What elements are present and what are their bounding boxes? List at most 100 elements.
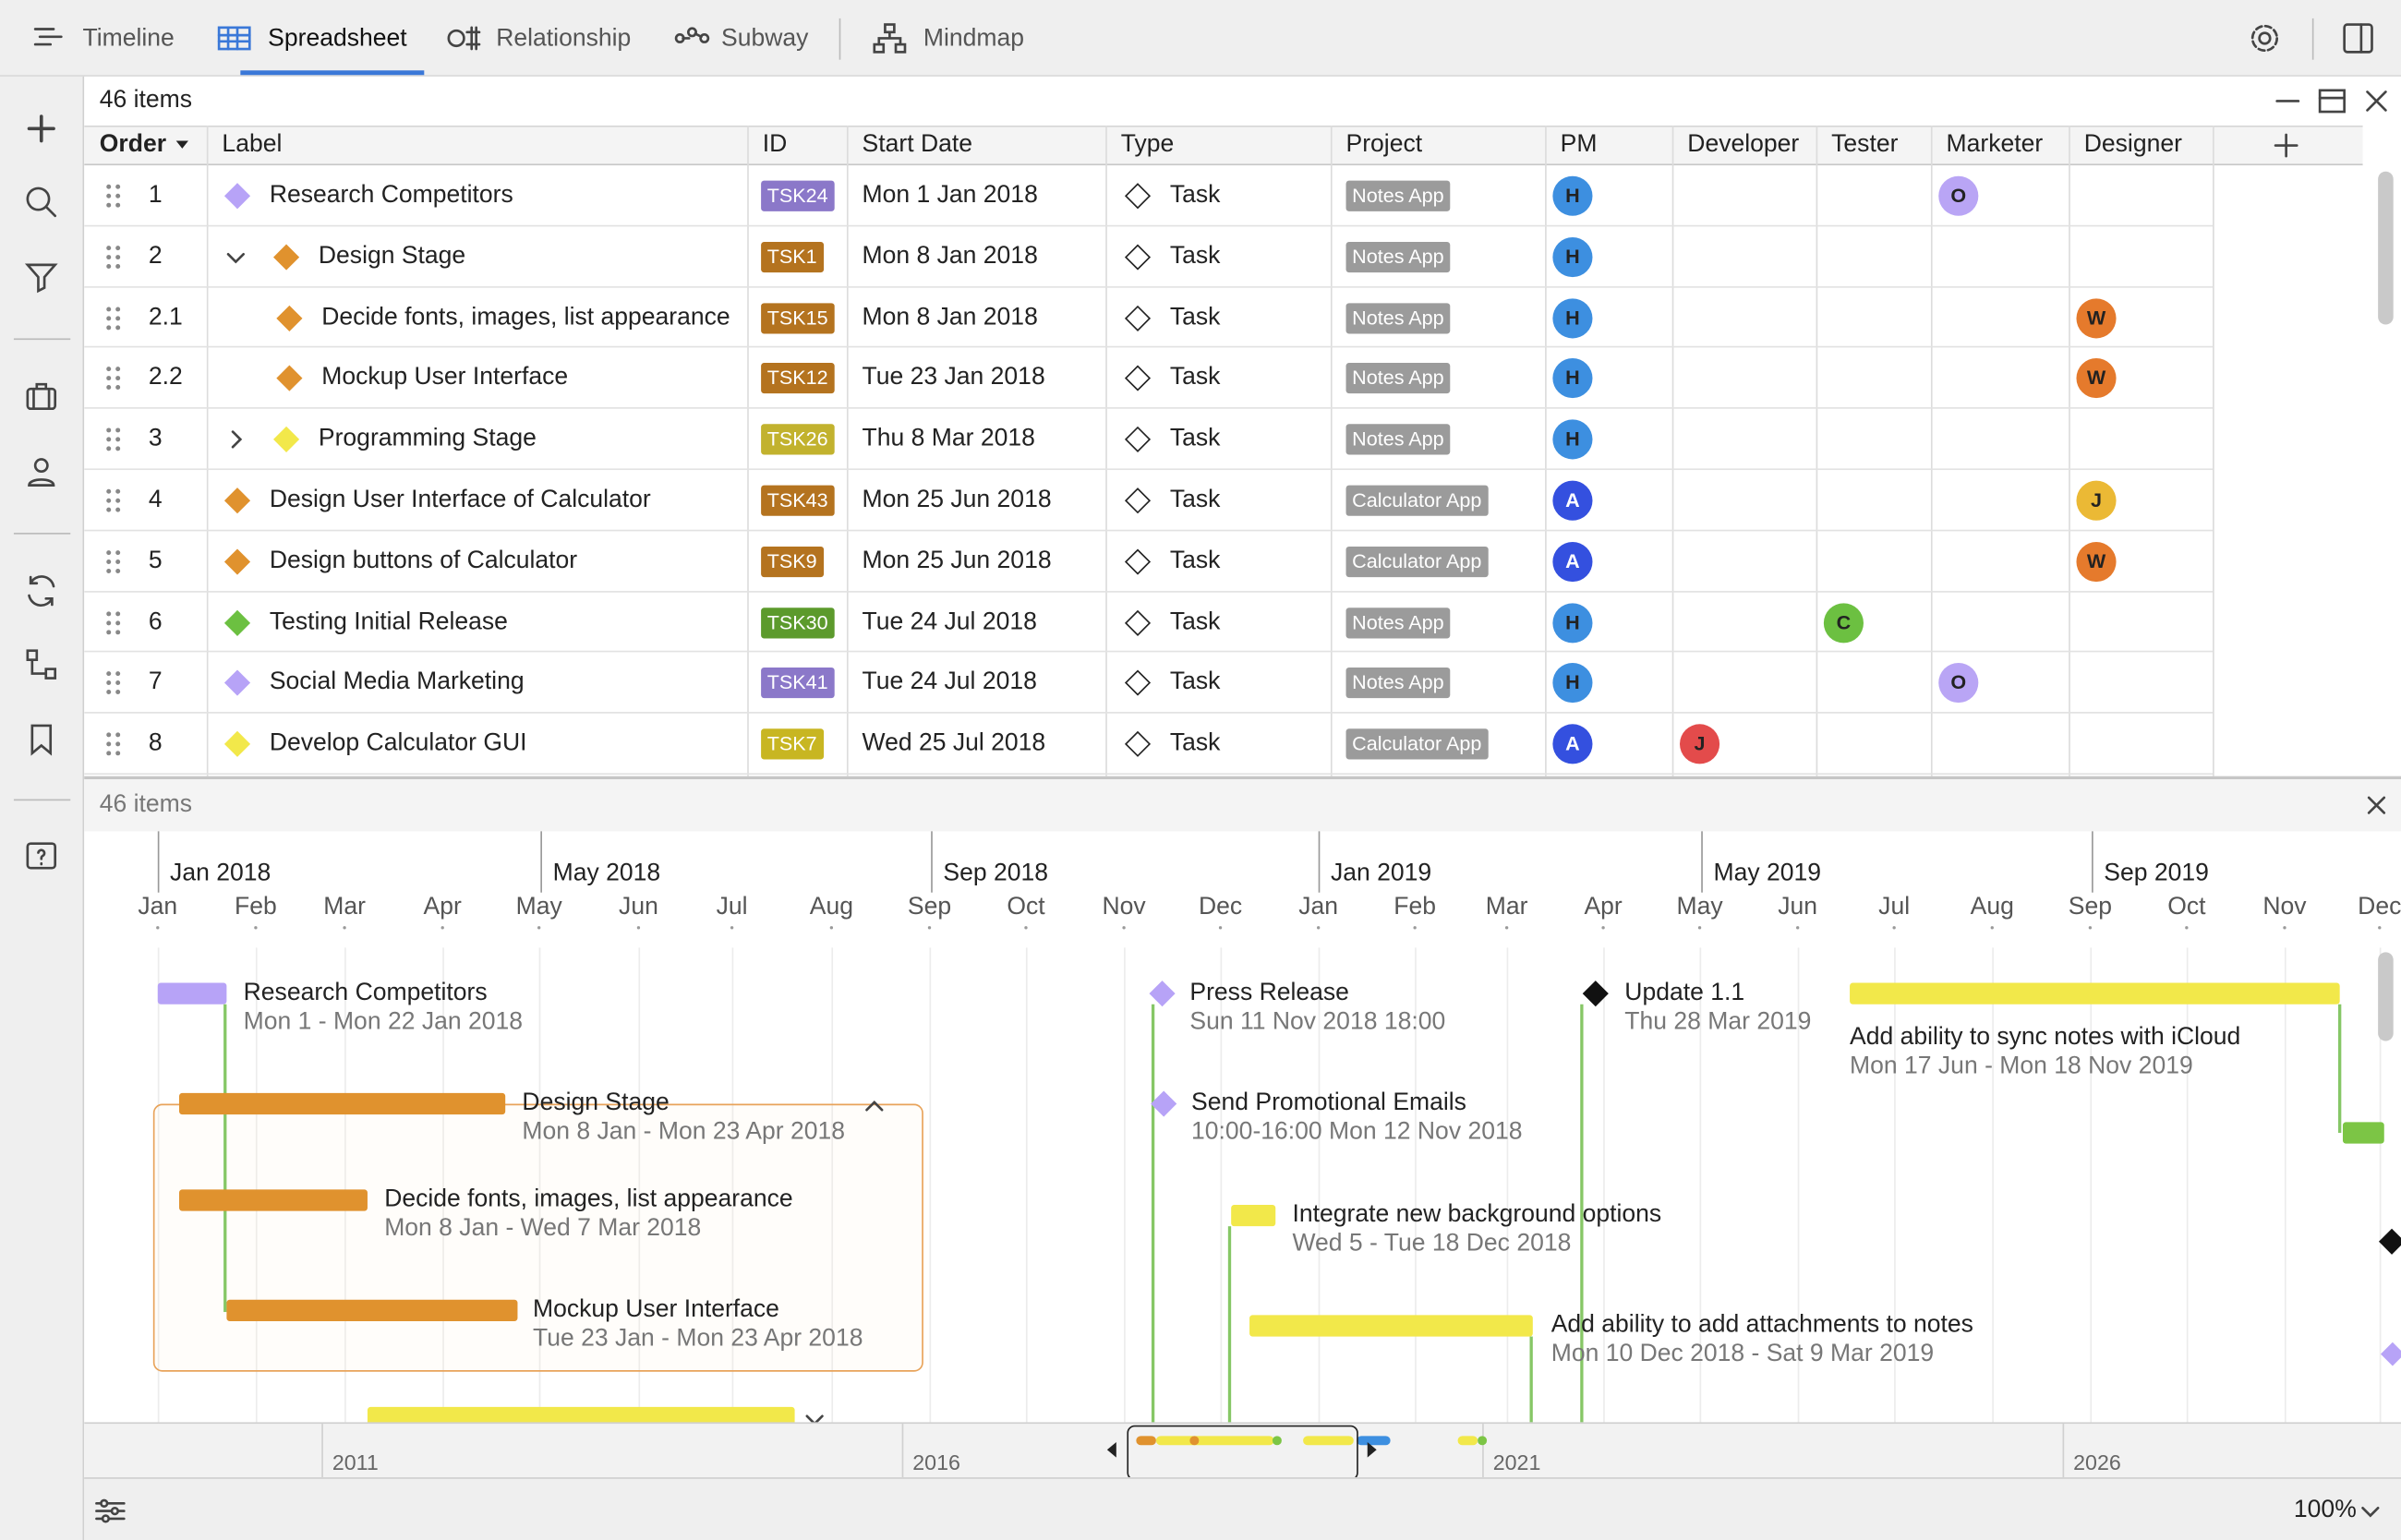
drag-handle [95,238,132,275]
task-bar[interactable] [1850,982,2340,1005]
sidebar-button[interactable] [23,721,60,758]
close-button[interactable] [2359,83,2395,120]
task-bar[interactable] [179,1189,368,1211]
grid-row[interactable] [84,592,2214,654]
sidebar-button[interactable] [23,572,60,609]
month-label: Sep [907,894,952,920]
milestone[interactable] [1151,1090,1177,1117]
grid-row[interactable] [84,470,2214,532]
grid-row[interactable] [84,348,2214,410]
zoom-menu[interactable] [2352,1493,2389,1530]
overview-bar [1303,1436,1354,1446]
avatar[interactable]: O [1938,663,1979,704]
task-bar[interactable] [157,982,227,1005]
avatar[interactable]: H [1552,358,1593,399]
grid-row[interactable] [84,165,2214,227]
avatar[interactable]: H [1552,602,1593,643]
add-column-button[interactable] [2268,127,2305,164]
month-tick [1697,926,1702,930]
tab[interactable]: Subway [720,26,809,53]
tab-icon[interactable] [871,20,908,57]
column-header-label[interactable]: Project [1345,131,1423,158]
column-header-label[interactable]: Order [99,131,167,158]
month-label: Oct [2167,894,2206,920]
zoom-level[interactable]: 100% [2293,1497,2357,1523]
task-label: Decide fonts, images, list appearance [321,304,730,331]
avatar[interactable]: J [2076,480,2117,521]
tab[interactable]: Mindmap [923,26,1024,53]
sidebar-button[interactable] [23,110,60,147]
milestone[interactable] [1149,981,1176,1007]
avatar[interactable]: W [2076,541,2117,582]
avatar[interactable]: H [1552,663,1593,704]
panel-toggle[interactable] [2340,20,2377,57]
tab[interactable]: Spreadsheet [268,26,407,53]
month-grid-line [1699,947,1702,1423]
task-label: Update 1.1 [1624,980,1745,1006]
avatar[interactable]: H [1552,175,1593,216]
row-toggle[interactable] [217,421,254,458]
avatar[interactable]: H [1552,419,1593,460]
sidebar-button[interactable] [23,259,60,295]
month-tick [1892,926,1896,930]
sidebar-button[interactable] [23,453,60,490]
start-date: Mon 25 Jun 2018 [862,547,1052,574]
tab-icon[interactable] [30,20,67,57]
tab[interactable]: Relationship [496,26,632,53]
avatar[interactable]: C [1823,602,1864,643]
avatar[interactable]: H [1552,236,1593,277]
type: Task [1169,730,1221,757]
drag-handle [95,421,132,458]
column-header-label[interactable]: PM [1560,131,1598,158]
avatar[interactable]: H [1552,297,1593,338]
column-header-label[interactable]: Developer [1687,131,1800,158]
close-button[interactable] [2359,787,2395,824]
grid-row[interactable] [84,653,2214,715]
column-header-label[interactable]: Start Date [862,131,972,158]
overview-window[interactable] [1127,1425,1358,1478]
item-count: 46 items [99,791,193,818]
sidebar-button[interactable] [23,184,60,221]
avatar[interactable]: A [1552,724,1593,764]
sidebar-button[interactable] [23,379,60,415]
grid-row[interactable] [84,409,2214,471]
view-options[interactable] [91,1493,128,1530]
task-bar[interactable] [226,1299,518,1321]
grid-row[interactable] [84,531,2214,593]
column-header-label[interactable]: Tester [1831,131,1899,158]
tab[interactable]: Timeline [82,26,175,53]
month-label: Nov [2262,894,2307,920]
minimize-button[interactable] [2269,83,2306,120]
sidebar-button[interactable] [23,839,60,876]
avatar[interactable]: W [2076,358,2117,399]
month-label: Nov [1102,894,1146,920]
task-bar[interactable] [1249,1315,1533,1337]
grid-row[interactable] [84,226,2214,288]
tab-icon[interactable] [446,20,483,57]
column-header-label[interactable]: ID [762,131,788,158]
order: 2 [148,243,163,270]
column-header-label[interactable]: Label [222,131,283,158]
tab-icon[interactable] [674,20,711,57]
avatar[interactable]: O [1938,175,1979,216]
tab-icon[interactable] [216,20,253,57]
sidebar-button[interactable] [23,646,60,683]
avatar[interactable]: J [1680,724,1720,764]
order: 8 [148,730,163,757]
collapse-group[interactable] [856,1087,893,1124]
avatar[interactable]: A [1552,480,1593,521]
column-divider [846,125,849,776]
settings-button[interactable] [2247,20,2284,57]
column-header-label[interactable]: Designer [2083,131,2182,158]
milestone [2378,1228,2401,1255]
avatar[interactable]: A [1552,541,1593,582]
task-bar[interactable] [1231,1204,1276,1227]
column-header-label[interactable]: Marketer [1946,131,2044,158]
column-header-label[interactable]: Type [1120,131,1175,158]
task-bar[interactable] [179,1092,506,1115]
grid-row[interactable] [84,287,2214,349]
maximize-button[interactable] [2313,83,2350,120]
row-toggle[interactable] [217,238,254,275]
grid-row[interactable] [84,714,2214,776]
avatar[interactable]: W [2076,297,2117,338]
